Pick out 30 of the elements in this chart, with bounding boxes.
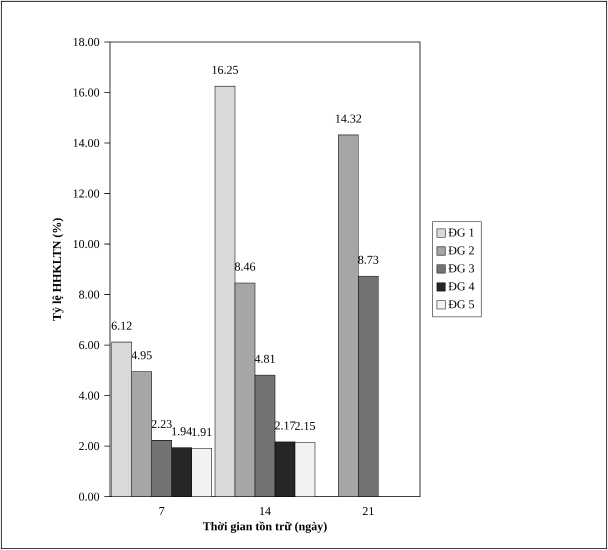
y-tick-label: 10.00 [74, 240, 100, 248]
data-label: 8.46 [234, 262, 256, 271]
legend-label: ĐG 4 [448, 282, 474, 290]
bar [171, 447, 192, 497]
data-label: 6.12 [112, 322, 132, 330]
bar [274, 442, 296, 497]
y-tick-label: 8.00 [79, 290, 100, 299]
y-tick-label: 16.00 [74, 88, 100, 97]
y-tick-label: 2.00 [79, 442, 100, 450]
data-label: 16.25 [212, 66, 238, 74]
legend-label: ĐG 2 [448, 246, 474, 254]
y-tick-label: 6.00 [79, 341, 100, 350]
legend-label: ĐG 3 [448, 264, 474, 272]
y-tick-label: 4.00 [78, 392, 100, 400]
data-label: 14.32 [336, 114, 362, 123]
legend-label: ĐG 5 [448, 300, 474, 308]
y-tick-label: 0.00 [79, 492, 100, 501]
x-tick-label: 14 [260, 507, 271, 515]
data-label: 2.17 [275, 421, 296, 430]
data-label: 1.94 [172, 427, 192, 436]
x-tick-label: 7 [159, 507, 164, 515]
x-tick-label: 21 [362, 507, 374, 515]
data-label: 1.91 [192, 428, 212, 436]
x-axis-title: Thời gian tồn trữ (ngày) [202, 521, 327, 533]
y-tick-label: 12.00 [74, 189, 100, 198]
y-axis-title: Tỷ lệ HHKLTN (%) [52, 218, 64, 321]
y-tick-label: 18.00 [74, 38, 100, 46]
legend-label: ĐG 1 [448, 228, 474, 237]
data-label: 2.15 [295, 422, 316, 430]
y-tick-label: 14.00 [74, 138, 100, 148]
